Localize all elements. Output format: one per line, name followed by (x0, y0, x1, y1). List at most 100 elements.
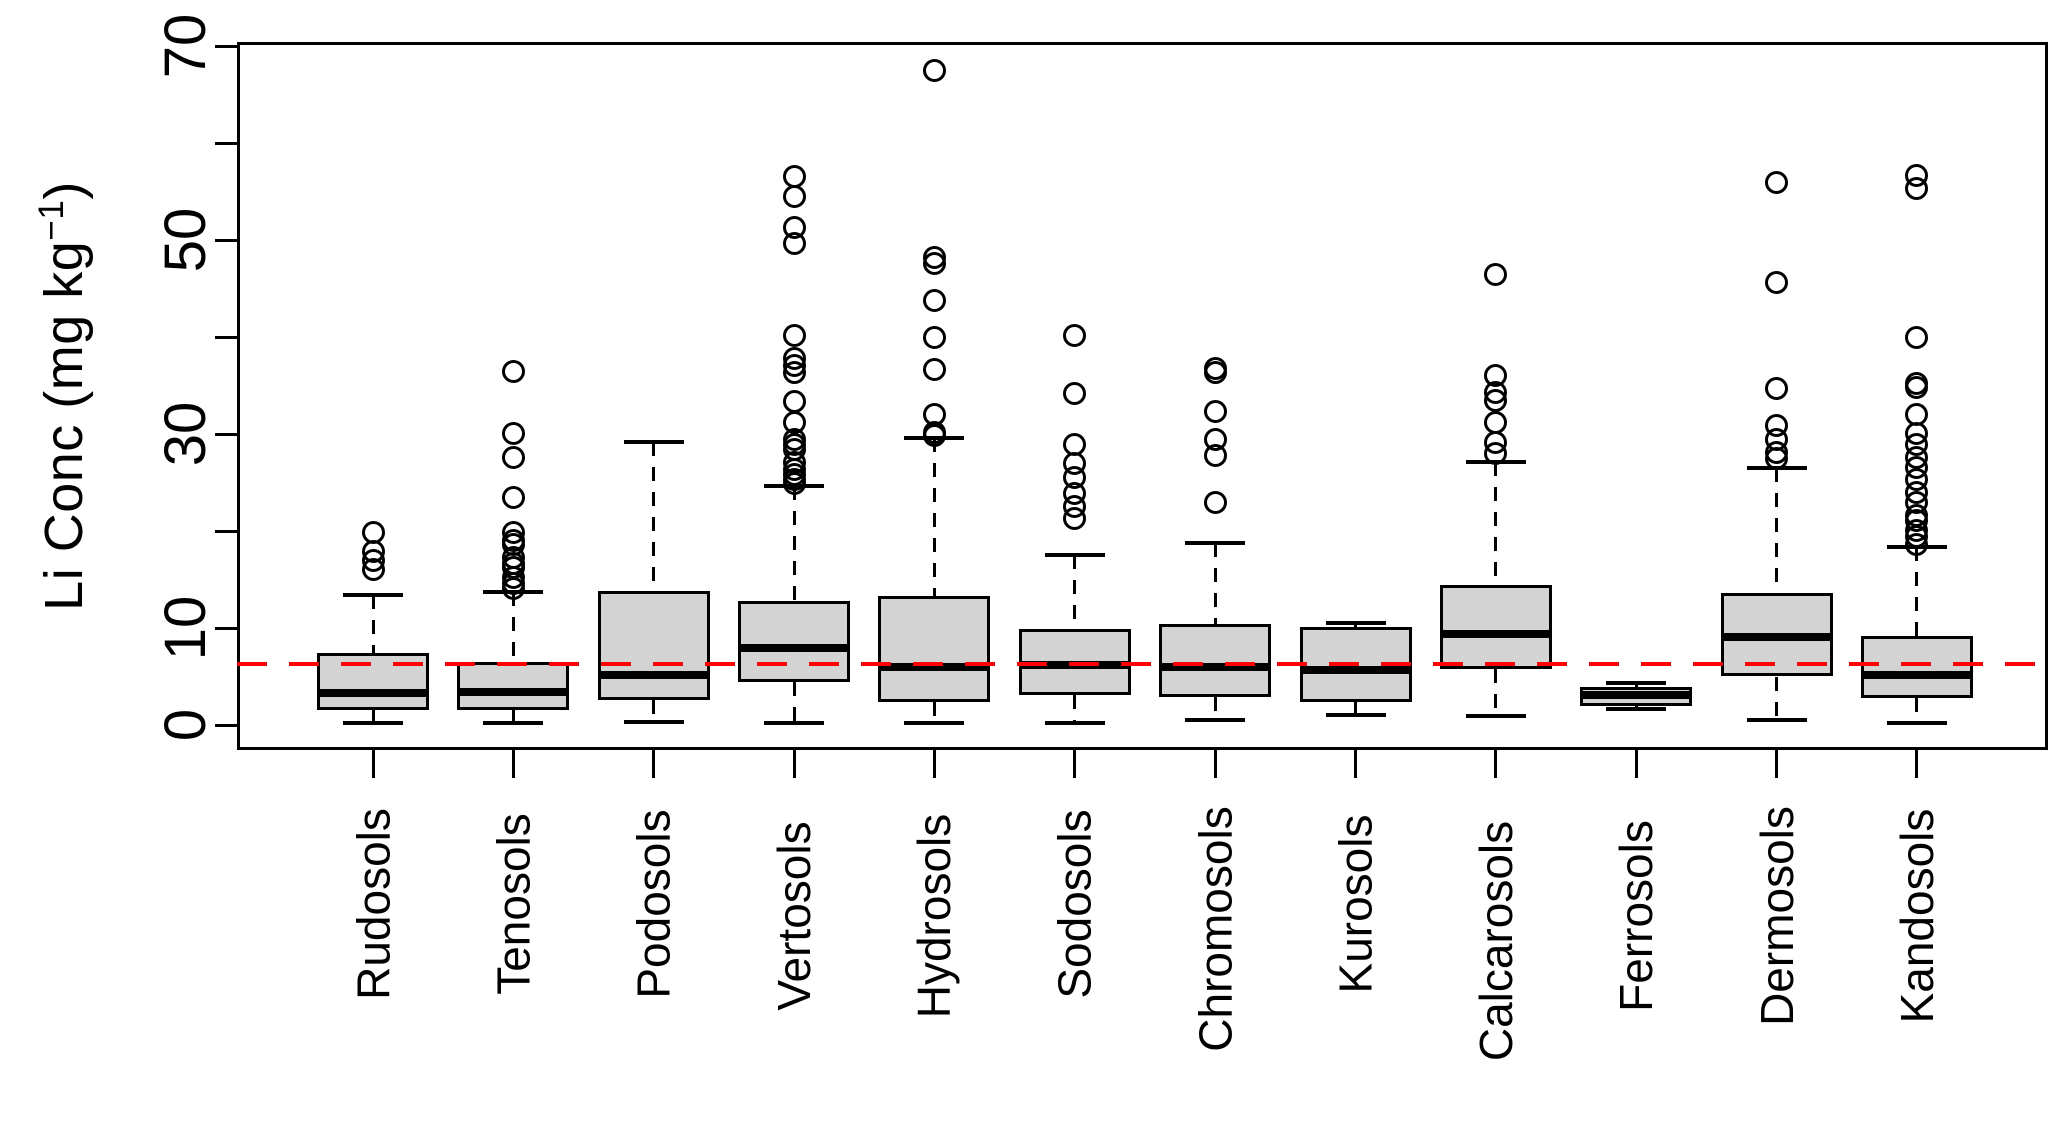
x-axis-tick (1915, 750, 1919, 778)
x-tick-label-hydrosols: Hydrosols (908, 813, 961, 1019)
median-kurosols (1299, 665, 1412, 674)
upper-whisker (1494, 462, 1498, 586)
x-axis-tick (1354, 750, 1358, 778)
x-axis-tick (511, 750, 515, 778)
lower-whisker-cap (1325, 713, 1386, 718)
lower-whisker-cap (764, 721, 825, 726)
median-tenosols (457, 688, 570, 697)
y-axis-title-close: ) (34, 181, 94, 200)
box-tenosols (457, 661, 570, 711)
y-tick-label: 10 (153, 595, 218, 661)
median-podosols (597, 670, 710, 679)
median-hydrosols (878, 662, 991, 671)
outlier-point (1484, 263, 1508, 287)
x-axis-tick (932, 750, 936, 778)
upper-whisker-cap (623, 439, 684, 444)
upper-whisker (932, 437, 936, 596)
y-tick-label: 70 (153, 13, 218, 79)
outlier-point (1765, 413, 1789, 437)
x-axis-tick (371, 750, 375, 778)
median-vertosols (738, 644, 851, 653)
x-axis-tick (1073, 750, 1077, 778)
y-axis-tick (215, 626, 237, 630)
upper-whisker (1213, 542, 1217, 625)
lower-whisker-cap (904, 721, 965, 726)
outlier-point (501, 360, 525, 384)
x-axis-tick (792, 750, 796, 778)
outlier-point (1203, 428, 1227, 452)
outlier-point (782, 323, 806, 347)
y-axis-tick (215, 141, 237, 145)
box-vertosols (738, 600, 851, 683)
upper-whisker-cap (343, 593, 403, 598)
outlier-point (1063, 323, 1087, 347)
lower-whisker (1775, 676, 1779, 721)
y-axis-tick (215, 723, 237, 727)
upper-whisker-cap (1044, 553, 1105, 558)
outlier-point (782, 346, 806, 370)
lower-whisker (1354, 701, 1358, 716)
outlier-point (501, 485, 525, 509)
lower-whisker-cap (1746, 718, 1807, 723)
median-rudosols (317, 688, 429, 697)
box-chromosols (1159, 624, 1272, 697)
x-tick-label-kurosols: Kurosols (1329, 814, 1382, 993)
median-ferrosols (1580, 690, 1693, 699)
x-tick-label-calcarosols: Calcarosols (1469, 820, 1522, 1062)
lower-whisker (371, 710, 375, 724)
y-axis-tick (215, 335, 237, 339)
lower-whisker (932, 701, 936, 724)
lower-whisker-cap (343, 721, 403, 726)
x-tick-label-ferrosols: Ferrosols (1610, 820, 1663, 1012)
outlier-point (782, 390, 806, 414)
outlier-point (1063, 433, 1087, 457)
upper-whisker (792, 486, 796, 601)
upper-whisker-cap (1606, 681, 1667, 686)
y-axis-title-main: Li Conc (mg kg (34, 240, 94, 611)
outlier-point (922, 58, 946, 82)
outlier-point (922, 358, 946, 382)
x-tick-label-sodosols: Sodosols (1048, 808, 1101, 999)
lower-whisker (792, 682, 796, 724)
lower-whisker (511, 710, 515, 724)
upper-whisker (1915, 547, 1919, 636)
outlier-point (1484, 364, 1508, 388)
outlier-point (501, 445, 525, 469)
upper-whisker (511, 592, 515, 662)
x-axis-tick (1634, 750, 1638, 778)
x-tick-label-tenosols: Tenosols (487, 812, 540, 995)
x-tick-label-chromosols: Chromosols (1189, 805, 1242, 1052)
lower-whisker-cap (1185, 718, 1246, 723)
y-axis-tick (215, 238, 237, 242)
lower-whisker-cap (623, 720, 684, 725)
lower-whisker (1073, 694, 1077, 724)
lower-whisker-cap (1886, 721, 1947, 726)
x-tick-label-podosols: Podosols (627, 808, 680, 999)
outlier-point (501, 421, 525, 445)
lower-whisker-cap (1044, 721, 1105, 726)
median-dermosols (1720, 632, 1833, 641)
lower-whisker-cap (483, 721, 544, 726)
outlier-point (782, 410, 806, 434)
outlier-point (782, 184, 806, 208)
box-calcarosols (1439, 585, 1552, 669)
x-tick-label-rudosols: Rudosols (347, 807, 399, 1000)
y-axis-tick (215, 432, 237, 436)
x-tick-label-vertosols: Vertosols (768, 821, 821, 1011)
lower-whisker-cap (1465, 714, 1526, 719)
lower-whisker-cap (1606, 706, 1667, 711)
box-podosols (597, 591, 710, 700)
outlier-point (1203, 356, 1227, 380)
upper-whisker-cap (1185, 540, 1246, 545)
y-axis-tick (215, 529, 237, 533)
y-axis-tick (215, 44, 237, 48)
upper-whisker (371, 595, 375, 654)
x-axis-tick (652, 750, 656, 778)
box-hydrosols (878, 595, 991, 702)
outlier-point (1203, 400, 1227, 424)
outlier-point (1484, 410, 1508, 434)
outlier-point (922, 403, 946, 427)
outlier-point (1765, 271, 1789, 295)
outlier-point (782, 215, 806, 239)
